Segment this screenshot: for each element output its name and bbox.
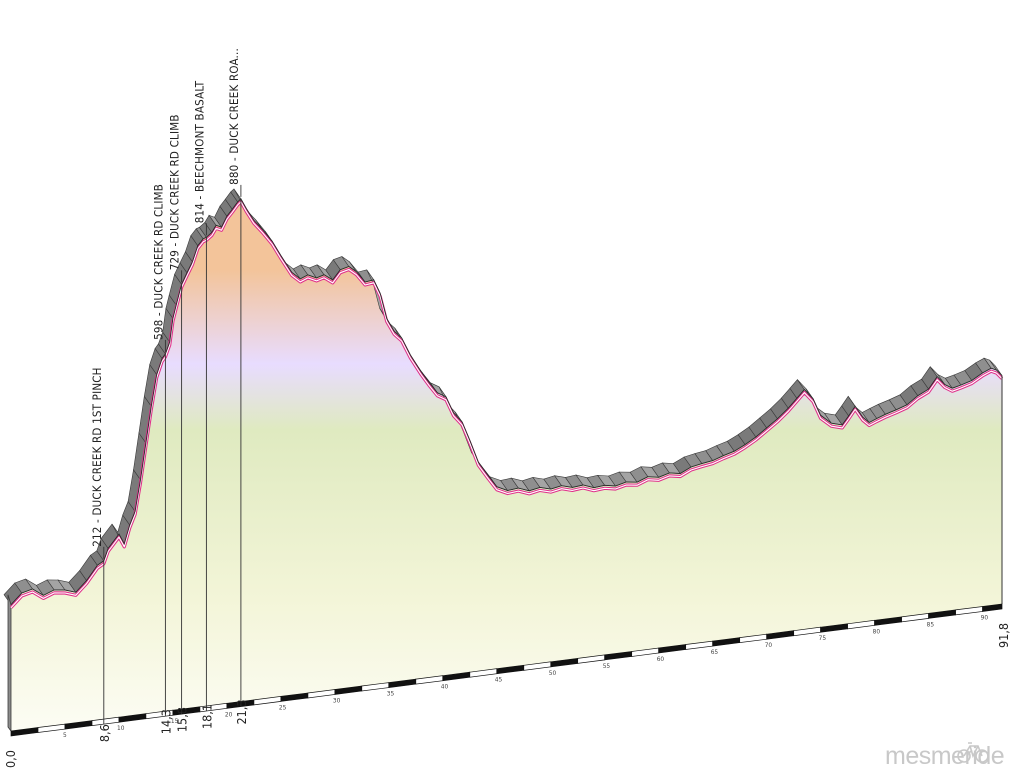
axis-tick-label: 70	[765, 641, 773, 649]
elevation-fill	[11, 198, 1002, 731]
axis-band-segment	[982, 603, 1003, 612]
climb-label: 880 - DUCK CREEK ROA...	[227, 48, 241, 185]
axis-tick-label: 40	[441, 683, 449, 691]
profile-edge	[10, 198, 1003, 606]
end-distance-label: 91,8	[996, 623, 1011, 648]
elevation-line	[9, 198, 1004, 609]
climb-distance-label: 8,6	[97, 724, 112, 742]
climb-label: 212 - DUCK CREEK RD 1ST PINCH	[90, 367, 104, 546]
climb-label: 729 - DUCK CREEK RD CLIMB	[168, 114, 182, 270]
axis-end-labels: 0,0 91,8	[3, 623, 1011, 768]
axis-tick-label: 30	[333, 697, 341, 705]
axis-tick-label: 90	[981, 614, 989, 622]
axis-tick-label: 45	[495, 676, 503, 684]
distance-axis: 5 10 15 20 25 30 35 40 45 50 55 60 65 70 75 80 85 90	[10, 603, 1003, 739]
axis-tick-label: 35	[387, 690, 395, 698]
axis-tick-label: 25	[279, 703, 287, 711]
climb-label: 598 - DUCK CREEK RD CLIMB	[151, 184, 165, 340]
axis-tick-label: 60	[657, 655, 665, 663]
elevation-area	[11, 198, 1002, 731]
climb-markers: 212 - DUCK CREEK RD 1ST PINCH 8,6 598 - DU…	[90, 48, 249, 742]
brand-logo: mesmeride	[885, 742, 1005, 770]
axis-tick-label: 15	[171, 717, 179, 725]
profile-line-inner	[10, 201, 1003, 609]
axis-tick-label: 75	[819, 634, 827, 642]
axis-tick-label: 20	[225, 710, 233, 718]
start-distance-label: 0,0	[3, 750, 18, 768]
climb-distance-label: 14,3	[158, 709, 173, 734]
axis-tick-label: 80	[873, 627, 881, 635]
axis-tick-label: 10	[117, 724, 125, 732]
bicycle-icon	[957, 742, 989, 763]
climb-distance-label: 15,8	[175, 707, 190, 732]
brand-wordmark: mesmeride	[885, 742, 1004, 770]
axis-tick-label: 65	[711, 648, 719, 656]
climb-label: 814 - BEECHMONT BASALT	[192, 80, 206, 223]
climb-distance-label: 18,1	[199, 704, 214, 729]
axis-tick-label: 85	[927, 620, 935, 628]
climb-distance-label: 21,3	[234, 699, 249, 724]
axis-tick-label: 5	[63, 731, 67, 739]
axis-tick-label: 50	[549, 669, 557, 677]
left-wall	[7, 594, 12, 733]
axis-tick-label: 55	[603, 662, 611, 670]
